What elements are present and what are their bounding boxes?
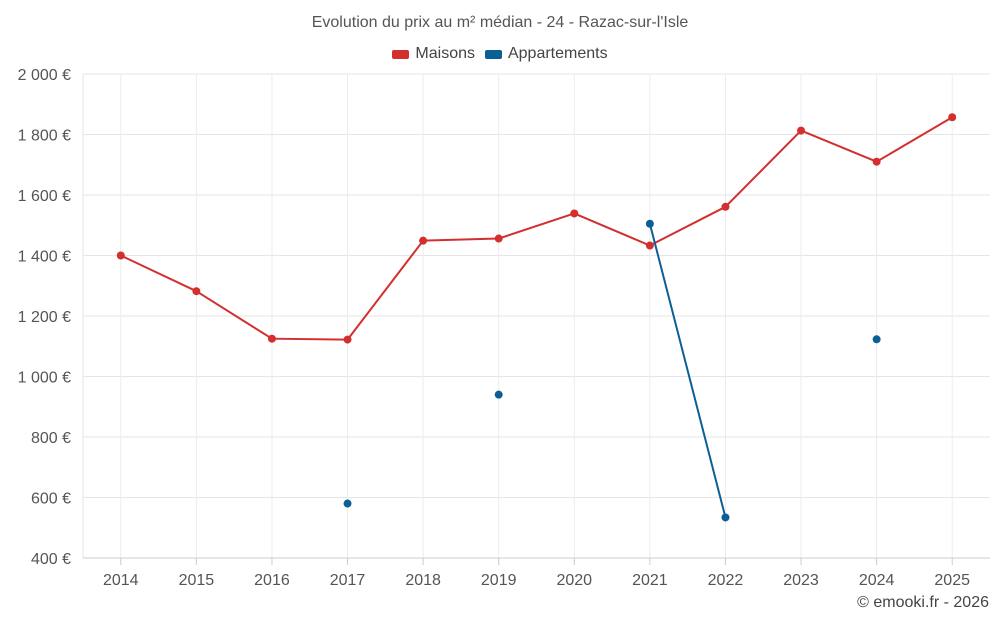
data-point-maisons[interactable] (267, 334, 276, 343)
x-tick-label: 2014 (103, 572, 139, 589)
x-tick-label: 2019 (481, 572, 517, 589)
y-tick-label: 600 € (31, 491, 71, 508)
series-line-maisons (346, 239, 425, 341)
x-tick-label: 2016 (254, 572, 290, 589)
data-point-maisons[interactable] (570, 209, 579, 218)
y-tick-label: 400 € (31, 551, 71, 568)
y-tick-label: 1 000 € (18, 370, 71, 387)
data-point-appartements[interactable] (872, 335, 881, 344)
x-tick-label: 2020 (556, 572, 592, 589)
data-point-appartements[interactable] (721, 513, 730, 522)
series-line-maisons (119, 254, 198, 293)
x-tick-label: 2021 (632, 572, 668, 589)
series-line-maisons (875, 116, 954, 163)
series-line-maisons (724, 129, 803, 208)
data-point-maisons[interactable] (948, 113, 957, 122)
data-point-maisons[interactable] (116, 251, 125, 260)
credit: © emooki.fr - 2026 (857, 594, 989, 611)
x-tick-label: 2024 (859, 572, 895, 589)
data-point-appartements[interactable] (494, 390, 503, 399)
x-tick-label: 2022 (708, 572, 744, 589)
y-tick-label: 1 400 € (18, 249, 71, 266)
legend-label-maisons: Maisons (415, 45, 475, 62)
series-line-maisons (195, 290, 273, 340)
series-line-maisons (648, 205, 727, 247)
legend-label-appartements: Appartements (507, 45, 608, 62)
data-point-maisons[interactable] (343, 335, 352, 344)
data-point-maisons[interactable] (192, 287, 201, 296)
data-point-appartements[interactable] (645, 219, 654, 228)
x-tick-label: 2018 (405, 572, 441, 589)
data-point-maisons[interactable] (494, 234, 503, 243)
axes: 400 € 600 € 800 € 1 000 € 1 200 € 1 400 € 1 60… (18, 67, 990, 589)
legend-swatch-maisons (392, 49, 410, 59)
y-tick-label: 1 200 € (18, 309, 71, 326)
legend-item-appartements[interactable]: Appartements (484, 45, 608, 63)
legend-item-maisons[interactable]: Maisons (392, 45, 475, 63)
chart-title: Evolution du prix au m² médian - 24 - Ra… (311, 14, 689, 31)
data-point-maisons[interactable] (797, 126, 806, 135)
y-tick-label: 1 600 € (18, 188, 71, 205)
series-line-maisons (497, 212, 576, 240)
x-tick-label: 2015 (179, 572, 215, 589)
x-tick-label: 2023 (783, 572, 819, 589)
series-line-maisons (800, 129, 878, 163)
data-point-maisons[interactable] (721, 202, 730, 211)
series (116, 113, 957, 522)
x-tick-label: 2017 (330, 572, 366, 589)
series-line-maisons (422, 237, 500, 242)
y-tick-label: 2 000 € (18, 67, 71, 84)
series-line-appartements (648, 222, 727, 519)
data-point-maisons[interactable] (872, 157, 881, 166)
data-point-appartements[interactable] (343, 499, 352, 508)
legend: Maisons Appartements (0, 45, 1000, 63)
y-tick-label: 1 800 € (18, 128, 71, 145)
data-point-maisons[interactable] (419, 236, 428, 245)
x-tick-label: 2025 (934, 572, 970, 589)
legend-swatch-appartements (484, 49, 502, 59)
grid-lines (83, 73, 990, 559)
data-point-maisons[interactable] (645, 241, 654, 250)
series-line-maisons (573, 212, 651, 247)
series-line-maisons (270, 337, 349, 341)
y-tick-label: 800 € (31, 430, 71, 447)
